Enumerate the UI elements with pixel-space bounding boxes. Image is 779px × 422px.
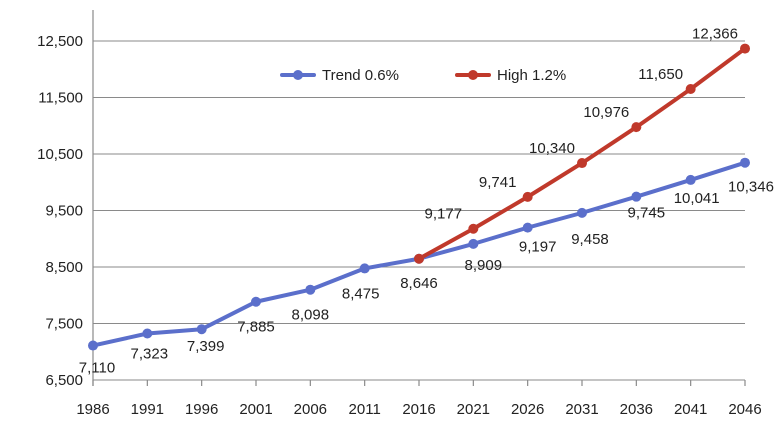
x-tick-label: 2041: [674, 401, 707, 418]
data-point-high: [577, 158, 587, 169]
data-point-high: [685, 84, 696, 95]
x-tick-label: 2036: [620, 401, 653, 418]
x-tick-label: 2011: [349, 401, 381, 418]
data-point-trend: [577, 207, 587, 218]
data-point-trend: [88, 340, 98, 351]
data-label-trend: 8,475: [342, 285, 380, 302]
data-point-trend: [142, 328, 153, 339]
y-tick-label: 9,500: [45, 203, 83, 220]
legend-marker: [468, 70, 478, 80]
x-tick-label: 2006: [294, 401, 327, 418]
data-point-trend: [522, 222, 533, 233]
legend-marker: [293, 70, 303, 80]
x-tick-label: 2046: [728, 401, 761, 418]
x-tick-label: 2016: [402, 401, 435, 418]
data-label-high: 11,650: [638, 66, 683, 83]
data-point-high: [740, 43, 750, 54]
data-label-high: 10,976: [583, 104, 629, 121]
x-tick-label: 2001: [239, 401, 272, 418]
data-label-trend: 8,646: [400, 275, 438, 292]
x-tick-label: 2021: [457, 401, 490, 418]
data-label-high: 9,177: [425, 206, 463, 223]
data-point-high: [522, 191, 533, 202]
x-tick-label: 1986: [76, 401, 109, 418]
data-label-high: 9,741: [479, 174, 517, 191]
legend-label: High 1.2%: [497, 67, 566, 84]
data-label-trend: 7,399: [187, 338, 225, 355]
x-tick-label: 1991: [131, 401, 164, 418]
data-label-high: 12,366: [692, 26, 738, 43]
y-tick-label: 6,500: [45, 372, 83, 389]
data-label-trend: 7,110: [79, 360, 115, 377]
data-point-trend: [305, 284, 316, 295]
data-point-trend: [740, 157, 750, 168]
data-point-high: [414, 253, 424, 264]
data-point-trend: [685, 174, 696, 185]
x-tick-label: 2031: [565, 401, 598, 418]
legend-label: Trend 0.6%: [322, 67, 399, 84]
data-label-trend: 9,197: [519, 239, 557, 256]
data-point-trend: [468, 238, 479, 249]
data-label-trend: 8,909: [465, 257, 503, 274]
y-tick-label: 12,500: [37, 33, 83, 50]
data-label-trend: 9,745: [628, 205, 666, 222]
y-tick-label: 11,500: [38, 90, 83, 107]
data-point-trend: [196, 324, 207, 335]
data-label-trend: 7,885: [237, 319, 275, 336]
data-label-trend: 8,098: [292, 307, 330, 324]
x-tick-label: 1996: [185, 401, 218, 418]
data-point-high: [631, 122, 642, 133]
data-label-trend: 7,323: [131, 346, 169, 363]
y-tick-label: 10,500: [37, 146, 83, 163]
data-label-trend: 10,346: [728, 179, 774, 196]
y-tick-label: 7,500: [45, 316, 83, 333]
data-label-high: 10,340: [529, 140, 575, 157]
data-point-trend: [631, 191, 642, 202]
y-tick-label: 8,500: [45, 259, 83, 276]
x-tick-label: 2026: [511, 401, 544, 418]
data-point-trend: [359, 263, 370, 274]
data-label-trend: 9,458: [571, 231, 609, 248]
data-point-trend: [251, 296, 261, 307]
data-label-trend: 10,041: [674, 190, 720, 207]
data-point-high: [468, 223, 479, 234]
